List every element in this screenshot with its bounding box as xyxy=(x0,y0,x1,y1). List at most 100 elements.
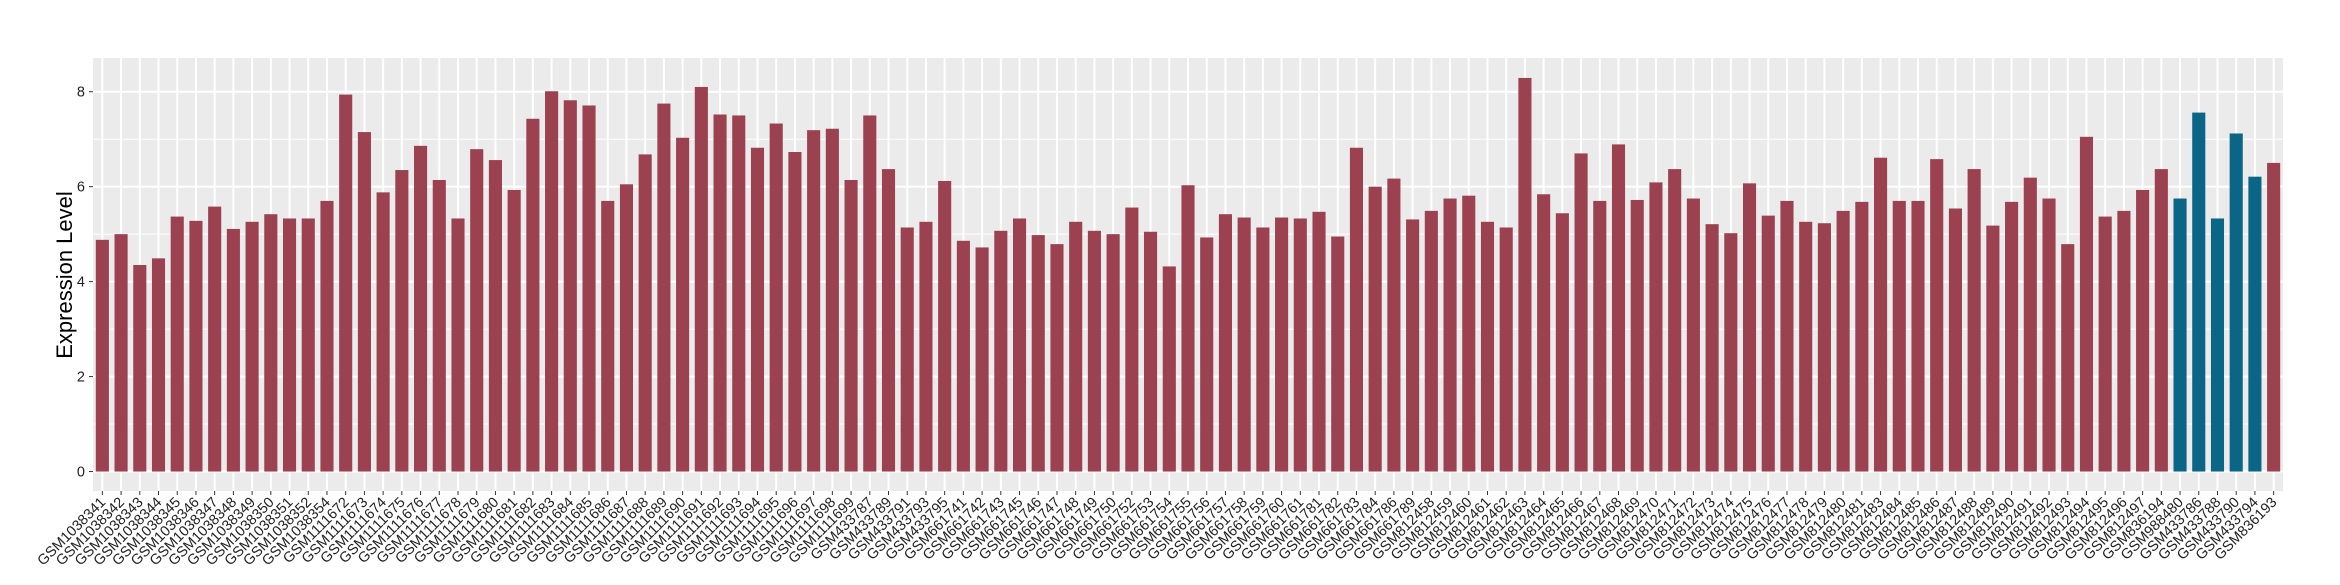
bar-GSM661783 xyxy=(1349,147,1364,472)
bar-GSM433794 xyxy=(2248,176,2262,472)
bar-GSM1038351 xyxy=(282,218,297,472)
bar-GSM1111693 xyxy=(732,115,746,472)
bar-GSM812467 xyxy=(1593,200,1607,472)
bar-GSM433795 xyxy=(938,180,952,472)
bar-GSM1111676 xyxy=(414,145,428,472)
bar-GSM812466 xyxy=(1574,153,1588,472)
bar-GSM812472 xyxy=(1686,198,1700,472)
bar-GSM812476 xyxy=(1761,215,1775,472)
bar-GSM812471 xyxy=(1668,169,1682,472)
bar-GSM1111674 xyxy=(376,192,390,472)
y-tick-label: 0 xyxy=(77,465,85,481)
y-axis-label: Expression Level xyxy=(52,191,77,359)
bar-GSM1038345 xyxy=(170,216,184,472)
bar-GSM1038343 xyxy=(133,265,147,472)
bar-GSM433790 xyxy=(2229,133,2243,472)
bar-GSM812461 xyxy=(1480,221,1495,472)
bar-GSM812478 xyxy=(1799,221,1813,472)
bar-GSM661759 xyxy=(1256,227,1270,472)
bar-GSM433789 xyxy=(881,169,896,472)
bar-GSM812489 xyxy=(1986,225,2000,472)
bar-GSM812458 xyxy=(1424,210,1438,472)
bar-GSM661758 xyxy=(1237,217,1251,472)
bar-GSM812484 xyxy=(1892,200,1906,472)
bar-GSM812485 xyxy=(1911,200,1925,472)
x-axis: GSM1038341GSM1038342GSM1038343GSM1038344… xyxy=(35,491,2280,569)
bar-GSM1038350 xyxy=(264,214,278,472)
bar-GSM1038349 xyxy=(245,221,259,472)
bar-GSM661747 xyxy=(1050,244,1064,472)
bar-GSM812496 xyxy=(2117,210,2131,472)
bar-GSM1111687 xyxy=(619,184,634,472)
bar-GSM812477 xyxy=(1780,200,1794,472)
bar-GSM812462 xyxy=(1499,227,1513,472)
bar-GSM1038341 xyxy=(95,239,109,472)
bar-GSM661757 xyxy=(1218,214,1232,472)
bar-GSM1038348 xyxy=(226,228,240,472)
bar-GSM661754 xyxy=(1162,266,1176,472)
bar-GSM1111672 xyxy=(339,94,353,472)
bar-GSM661743 xyxy=(994,230,1008,472)
bar-GSM661752 xyxy=(1125,207,1139,472)
bar-GSM812481 xyxy=(1855,201,1869,472)
bar-GSM661789 xyxy=(1406,219,1420,472)
bar-GSM812492 xyxy=(2042,198,2056,472)
bar-GSM661782 xyxy=(1331,236,1345,472)
bar-GSM1038354 xyxy=(320,200,334,472)
bar-GSM661742 xyxy=(975,247,989,472)
bar-GSM836193 xyxy=(2267,162,2281,472)
bar-GSM812491 xyxy=(2023,177,2037,472)
bar-GSM1111694 xyxy=(750,147,765,472)
y-tick-label: 4 xyxy=(77,275,85,291)
bar-GSM661750 xyxy=(1106,234,1120,472)
bar-GSM1111673 xyxy=(357,132,371,472)
bar-GSM1111684 xyxy=(563,100,577,472)
bar-GSM1111677 xyxy=(432,180,446,472)
bar-GSM1111699 xyxy=(844,180,858,472)
bar-GSM661749 xyxy=(1087,230,1101,472)
bar-GSM1111691 xyxy=(694,86,708,472)
bar-GSM1111690 xyxy=(676,137,690,472)
bar-GSM1111681 xyxy=(507,189,521,472)
bar-GSM812463 xyxy=(1518,77,1532,472)
bar-GSM1111683 xyxy=(545,91,559,472)
bar-GSM812473 xyxy=(1705,224,1719,472)
bar-GSM1111679 xyxy=(470,149,484,472)
bar-GSM812487 xyxy=(1948,208,1962,472)
bar-GSM433788 xyxy=(2210,218,2225,472)
bar-GSM661760 xyxy=(1275,217,1289,472)
bars xyxy=(95,77,2281,472)
bar-GSM988480 xyxy=(2173,198,2187,472)
bar-GSM661741 xyxy=(956,240,970,472)
bar-GSM661748 xyxy=(1069,221,1083,472)
bar-GSM433787 xyxy=(863,115,877,472)
bar-GSM812495 xyxy=(2098,216,2112,472)
bar-GSM1111675 xyxy=(395,170,409,472)
bar-GSM661781 xyxy=(1312,211,1326,472)
bar-GSM1111695 xyxy=(769,123,783,472)
bar-GSM433786 xyxy=(2192,112,2206,472)
bar-GSM1111686 xyxy=(601,200,615,472)
bar-GSM1111692 xyxy=(713,114,727,472)
bar-GSM433791 xyxy=(900,227,914,472)
bar-GSM812460 xyxy=(1462,195,1476,472)
bar-GSM661786 xyxy=(1387,178,1401,472)
y-axis: 0 2 4 6 8 xyxy=(77,85,93,481)
bar-GSM812474 xyxy=(1724,233,1738,472)
bar-GSM812459 xyxy=(1443,198,1457,472)
bar-GSM1038346 xyxy=(189,220,203,472)
bar-GSM812497 xyxy=(2136,189,2150,472)
bar-GSM1111682 xyxy=(526,118,540,472)
bar-GSM1111696 xyxy=(788,152,802,472)
y-tick-label: 2 xyxy=(77,370,85,386)
bar-GSM812479 xyxy=(1817,223,1831,472)
bar-GSM812490 xyxy=(2005,201,2019,472)
bar-GSM812470 xyxy=(1649,182,1663,472)
bar-GSM1038352 xyxy=(301,218,315,472)
bar-GSM661761 xyxy=(1293,218,1307,472)
bar-GSM812465 xyxy=(1555,213,1569,472)
bar-GSM836194 xyxy=(2154,169,2168,472)
bar-GSM812486 xyxy=(1930,159,1944,472)
bar-GSM812494 xyxy=(2079,136,2094,472)
